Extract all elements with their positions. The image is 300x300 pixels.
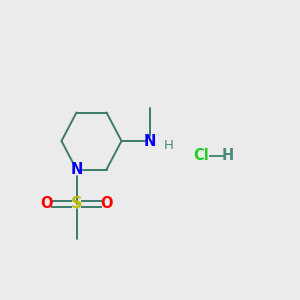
Text: H: H xyxy=(164,139,173,152)
Text: O: O xyxy=(100,196,113,211)
Text: H: H xyxy=(222,148,234,164)
Text: O: O xyxy=(40,196,53,211)
Text: S: S xyxy=(71,196,82,211)
Text: Cl: Cl xyxy=(193,148,209,164)
Text: N: N xyxy=(70,162,83,177)
Text: N: N xyxy=(144,134,156,148)
